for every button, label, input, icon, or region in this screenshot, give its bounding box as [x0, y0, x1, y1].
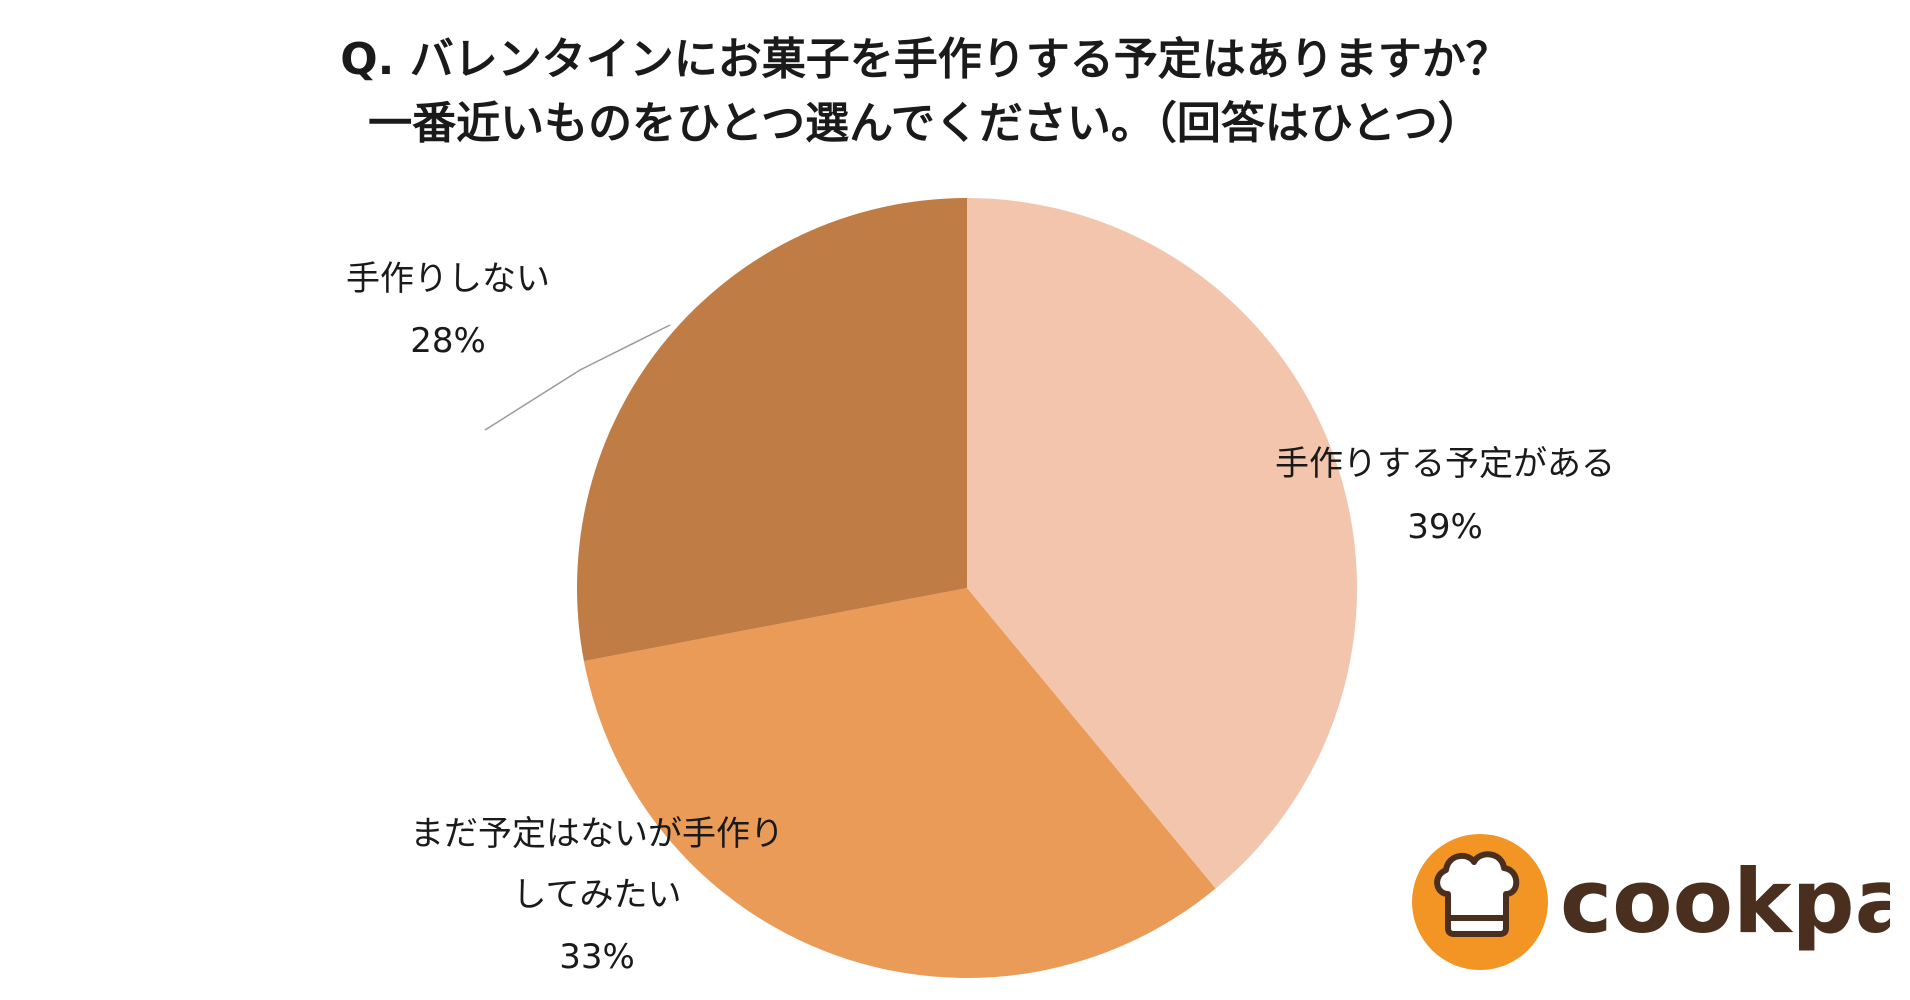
chart-title: Q. バレンタインにお菓子を手作りする予定はありますか？ 一番近いものをひとつ選… — [0, 28, 1910, 156]
chef-hat-icon — [1412, 834, 1548, 970]
logo-text: cookpad — [1560, 850, 1890, 953]
slice-value-1: 39% — [1407, 507, 1483, 547]
pie-slice-1 — [967, 198, 1357, 889]
pie-slice-3 — [576, 198, 967, 662]
slice-value-3: 28% — [410, 321, 486, 361]
pie-slice-2 — [583, 588, 1216, 978]
chart-title-line1: Q. バレンタインにお菓子を手作りする予定はありますか？ — [340, 34, 1510, 85]
slice-label-2-line1: まだ予定はないが手作り — [410, 814, 784, 854]
leader-line — [484, 324, 671, 431]
cookpad-logo: cookpad — [1412, 834, 1890, 970]
slice-label-3: 手作りしない — [346, 259, 550, 299]
slice-value-2: 33% — [559, 937, 635, 977]
chart-title-line2: 一番近いものをひとつ選んでください。（回答はひとつ） — [368, 98, 1482, 149]
slice-label-1: 手作りする予定がある — [1275, 444, 1615, 484]
pie-slices — [576, 198, 1357, 978]
slice-label-2-line2: してみたい — [513, 875, 682, 915]
